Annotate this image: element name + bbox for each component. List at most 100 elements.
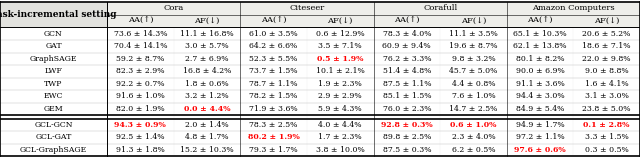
Text: 76.2 ± 3.3%: 76.2 ± 3.3% (383, 55, 431, 63)
Text: 62.1 ± 13.8%: 62.1 ± 13.8% (513, 42, 567, 50)
Text: GCL-GCN: GCL-GCN (35, 121, 73, 129)
Text: GEM: GEM (44, 105, 63, 113)
Text: 85.1 ± 1.5%: 85.1 ± 1.5% (383, 92, 431, 100)
Text: Amazon Computers: Amazon Computers (532, 4, 614, 12)
Text: 22.0 ± 9.8%: 22.0 ± 9.8% (582, 55, 631, 63)
Text: 2.7 ± 6.9%: 2.7 ± 6.9% (185, 55, 228, 63)
Text: 4.4 ± 0.8%: 4.4 ± 0.8% (452, 80, 495, 88)
Text: 18.6 ± 7.1%: 18.6 ± 7.1% (582, 42, 631, 50)
Text: 52.3 ± 5.5%: 52.3 ± 5.5% (250, 55, 298, 63)
Text: GCL-GAT: GCL-GAT (35, 133, 72, 141)
Text: AA(↑): AA(↑) (527, 17, 553, 25)
Text: 73.6 ± 14.3%: 73.6 ± 14.3% (113, 30, 167, 38)
Text: 6.2 ± 0.5%: 6.2 ± 0.5% (452, 146, 495, 154)
Text: 3.0 ± 5.7%: 3.0 ± 5.7% (185, 42, 228, 50)
Text: Corafull: Corafull (423, 4, 457, 12)
Text: AF(↓): AF(↓) (594, 17, 620, 25)
Text: Citeseer: Citeseer (289, 4, 324, 12)
Text: 82.3 ± 2.9%: 82.3 ± 2.9% (116, 67, 164, 75)
Text: 94.4 ± 3.0%: 94.4 ± 3.0% (516, 92, 564, 100)
Text: GAT: GAT (45, 42, 62, 50)
Text: 92.8 ± 0.3%: 92.8 ± 0.3% (381, 121, 433, 129)
Text: 0.0 ± 4.4%: 0.0 ± 4.4% (184, 105, 230, 113)
Text: 11.1 ± 16.8%: 11.1 ± 16.8% (180, 30, 234, 38)
Text: 78.2 ± 1.5%: 78.2 ± 1.5% (250, 92, 298, 100)
Text: 97.6 ± 0.6%: 97.6 ± 0.6% (514, 146, 566, 154)
Text: 84.9 ± 5.4%: 84.9 ± 5.4% (516, 105, 564, 113)
Text: 14.7 ± 2.5%: 14.7 ± 2.5% (449, 105, 498, 113)
Text: 0.6 ± 12.9%: 0.6 ± 12.9% (316, 30, 365, 38)
Text: 23.8 ± 5.0%: 23.8 ± 5.0% (582, 105, 631, 113)
Text: 91.3 ± 1.8%: 91.3 ± 1.8% (116, 146, 164, 154)
Text: 10.1 ± 2.1%: 10.1 ± 2.1% (316, 67, 365, 75)
Text: 79.3 ± 1.7%: 79.3 ± 1.7% (249, 146, 298, 154)
Text: 78.3 ± 4.0%: 78.3 ± 4.0% (383, 30, 431, 38)
Text: 92.5 ± 1.4%: 92.5 ± 1.4% (116, 133, 164, 141)
Text: 19.6 ± 8.7%: 19.6 ± 8.7% (449, 42, 498, 50)
Text: 59.2 ± 8.7%: 59.2 ± 8.7% (116, 55, 164, 63)
Text: 3.8 ± 10.0%: 3.8 ± 10.0% (316, 146, 365, 154)
Text: 2.3 ± 4.0%: 2.3 ± 4.0% (452, 133, 495, 141)
Text: GCL-GraphSAGE: GCL-GraphSAGE (20, 146, 87, 154)
Text: 3.1 ± 3.0%: 3.1 ± 3.0% (585, 92, 628, 100)
Text: 82.0 ± 1.9%: 82.0 ± 1.9% (116, 105, 164, 113)
Text: 60.9 ± 9.4%: 60.9 ± 9.4% (383, 42, 431, 50)
Text: AF(↓): AF(↓) (328, 17, 353, 25)
Text: 9.0 ± 8.8%: 9.0 ± 8.8% (585, 67, 628, 75)
Text: 91.1 ± 3.6%: 91.1 ± 3.6% (516, 80, 564, 88)
Text: 94.3 ± 0.9%: 94.3 ± 0.9% (115, 121, 166, 129)
Text: 73.7 ± 1.5%: 73.7 ± 1.5% (250, 67, 298, 75)
Text: 5.9 ± 4.3%: 5.9 ± 4.3% (318, 105, 362, 113)
Text: TWP: TWP (44, 80, 63, 88)
Text: 11.1 ± 3.5%: 11.1 ± 3.5% (449, 30, 498, 38)
Text: 92.2 ± 0.7%: 92.2 ± 0.7% (116, 80, 164, 88)
Text: GCN: GCN (44, 30, 63, 38)
Text: 7.6 ± 1.0%: 7.6 ± 1.0% (452, 92, 495, 100)
Text: 9.8 ± 3.2%: 9.8 ± 3.2% (452, 55, 495, 63)
Text: 16.8 ± 4.2%: 16.8 ± 4.2% (183, 67, 231, 75)
Text: AF(↓): AF(↓) (461, 17, 486, 25)
Text: 80.1 ± 8.2%: 80.1 ± 8.2% (516, 55, 564, 63)
Text: 0.3 ± 0.5%: 0.3 ± 0.5% (585, 146, 628, 154)
Text: 64.2 ± 6.6%: 64.2 ± 6.6% (250, 42, 298, 50)
Text: 20.6 ± 5.2%: 20.6 ± 5.2% (582, 30, 631, 38)
Text: GraphSAGE: GraphSAGE (29, 55, 77, 63)
Text: 1.9 ± 2.3%: 1.9 ± 2.3% (318, 80, 362, 88)
Text: 0.5 ± 1.9%: 0.5 ± 1.9% (317, 55, 364, 63)
Bar (0, 1, 107, 27)
Text: 3.3 ± 1.5%: 3.3 ± 1.5% (585, 133, 628, 141)
Text: 4.8 ± 1.7%: 4.8 ± 1.7% (185, 133, 228, 141)
Text: 45.7 ± 5.0%: 45.7 ± 5.0% (449, 67, 498, 75)
Text: 3.5 ± 7.1%: 3.5 ± 7.1% (318, 42, 362, 50)
Text: 90.0 ± 6.9%: 90.0 ± 6.9% (516, 67, 564, 75)
Text: 51.4 ± 4.8%: 51.4 ± 4.8% (383, 67, 431, 75)
Text: 89.8 ± 2.5%: 89.8 ± 2.5% (383, 133, 431, 141)
Text: 70.4 ± 14.1%: 70.4 ± 14.1% (113, 42, 167, 50)
Text: Task-incremental setting: Task-incremental setting (0, 10, 116, 19)
Text: 2.9 ± 2.9%: 2.9 ± 2.9% (318, 92, 362, 100)
Text: 1.7 ± 2.3%: 1.7 ± 2.3% (318, 133, 362, 141)
Text: 4.0 ± 4.4%: 4.0 ± 4.4% (319, 121, 362, 129)
Text: 61.0 ± 3.5%: 61.0 ± 3.5% (249, 30, 298, 38)
Text: 94.9 ± 1.7%: 94.9 ± 1.7% (516, 121, 564, 129)
Text: 87.5 ± 0.3%: 87.5 ± 0.3% (383, 146, 431, 154)
Text: LWF: LWF (45, 67, 63, 75)
Text: 71.9 ± 3.6%: 71.9 ± 3.6% (249, 105, 298, 113)
Text: AA(↑): AA(↑) (261, 17, 286, 25)
Text: 76.0 ± 2.3%: 76.0 ± 2.3% (383, 105, 431, 113)
Text: 0.1 ± 2.8%: 0.1 ± 2.8% (584, 121, 630, 129)
Text: 15.2 ± 10.3%: 15.2 ± 10.3% (180, 146, 234, 154)
Text: 91.6 ± 1.0%: 91.6 ± 1.0% (116, 92, 164, 100)
Text: 3.2 ± 1.2%: 3.2 ± 1.2% (185, 92, 228, 100)
Text: 65.1 ± 10.3%: 65.1 ± 10.3% (513, 30, 567, 38)
Bar (0, 1, 640, 27)
Text: AA(↑): AA(↑) (394, 17, 420, 25)
Text: 97.2 ± 1.1%: 97.2 ± 1.1% (516, 133, 564, 141)
Text: 78.7 ± 1.1%: 78.7 ± 1.1% (250, 80, 298, 88)
Text: EWC: EWC (44, 92, 63, 100)
Text: Cora: Cora (163, 4, 184, 12)
Text: 1.6 ± 4.1%: 1.6 ± 4.1% (585, 80, 628, 88)
Text: 87.5 ± 1.1%: 87.5 ± 1.1% (383, 80, 431, 88)
Text: AA(↑): AA(↑) (127, 17, 153, 25)
Text: 78.3 ± 2.5%: 78.3 ± 2.5% (250, 121, 298, 129)
